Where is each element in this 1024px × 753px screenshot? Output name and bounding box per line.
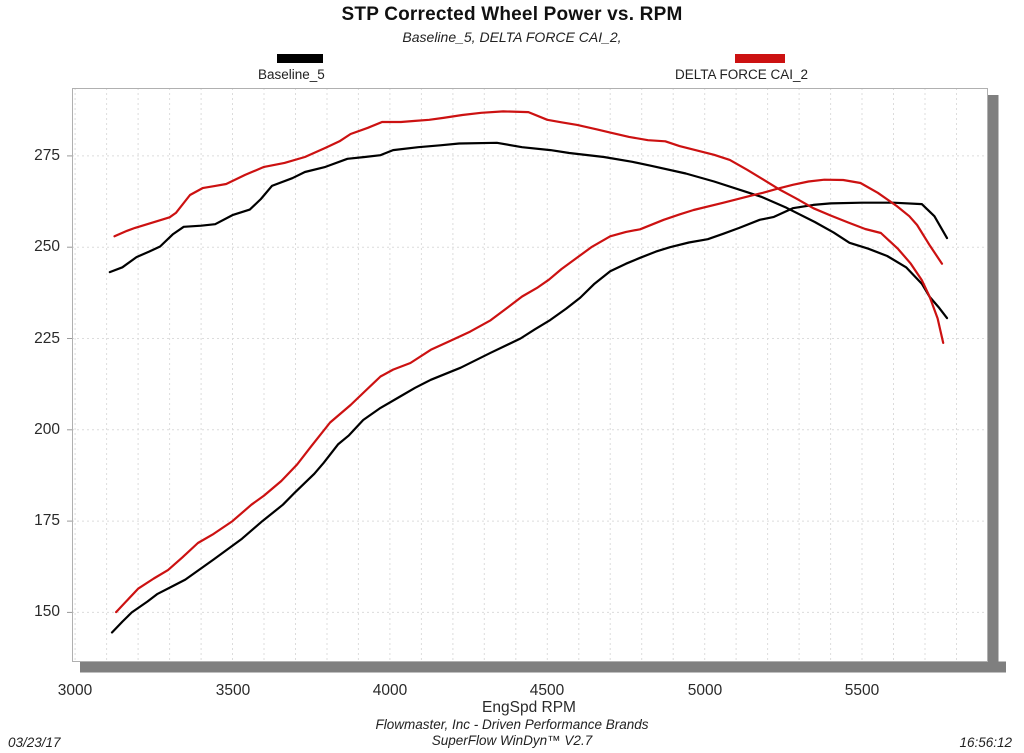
x-tick-label: 4500 — [529, 682, 565, 699]
footer-software: SuperFlow WinDyn™ V2.7 — [431, 733, 593, 748]
legend-item-delta-force-cai-2: DELTA FORCE CAI_2 — [675, 54, 808, 82]
baseline-5-power-curve — [110, 201, 949, 634]
gridlines — [72, 88, 987, 661]
delta-force-cai-2-power-curve — [114, 178, 944, 614]
x-tick-label: 5000 — [687, 682, 723, 699]
plot-frame — [67, 88, 1006, 673]
footer-date: 03/23/17 — [8, 735, 61, 750]
x-tick-label: 3500 — [215, 682, 251, 699]
delta-force-cai-2-torque-curve — [113, 110, 945, 344]
chart-subtitle: Baseline_5, DELTA FORCE CAI_2, — [402, 29, 622, 45]
y-tick-label: 275 — [34, 147, 60, 164]
footer-company: Flowmaster, Inc - Driven Performance Bra… — [375, 717, 649, 732]
legend-label-baseline-5: Baseline_5 — [258, 67, 325, 82]
y-tick-label: 150 — [34, 603, 60, 620]
y-tick-label: 250 — [34, 238, 60, 255]
legend-item-baseline-5: Baseline_5 — [258, 54, 325, 82]
x-axis-tick-labels: 3000 3500 4000 4500 5000 5500 — [0, 682, 1024, 702]
x-tick-label: 3000 — [57, 682, 93, 699]
dyno-curves — [108, 110, 949, 634]
legend-swatch-baseline-5 — [277, 54, 323, 63]
legend-label-delta-force-cai-2: DELTA FORCE CAI_2 — [675, 67, 809, 82]
baseline-5-torque-curve — [108, 141, 949, 320]
chart-title: STP Corrected Wheel Power vs. RPM — [341, 4, 683, 25]
x-tick-label: 4000 — [372, 682, 408, 699]
y-tick-label: 225 — [34, 330, 60, 347]
y-tick-label: 200 — [34, 421, 60, 438]
x-axis-label: EngSpd RPM — [482, 699, 576, 716]
y-tick-label: 175 — [34, 512, 60, 529]
x-tick-label: 5500 — [844, 682, 880, 699]
legend-swatch-delta-force-cai-2 — [735, 54, 785, 63]
footer-time: 16:56:12 — [959, 735, 1012, 750]
